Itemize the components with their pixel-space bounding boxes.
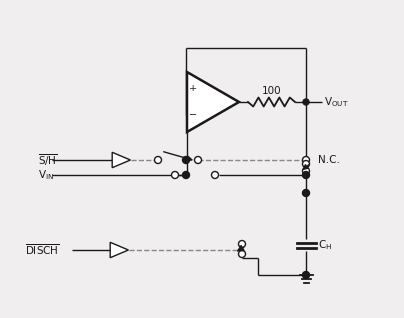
Circle shape <box>183 171 189 178</box>
Circle shape <box>303 168 309 175</box>
Text: C$_{\mathrm{H}}$: C$_{\mathrm{H}}$ <box>318 238 332 252</box>
Polygon shape <box>110 242 128 258</box>
Circle shape <box>303 272 309 279</box>
Text: $\overline{\mathrm{S/H}}$: $\overline{\mathrm{S/H}}$ <box>38 152 58 168</box>
Circle shape <box>303 99 309 105</box>
Circle shape <box>194 156 202 163</box>
Circle shape <box>303 171 309 178</box>
Circle shape <box>183 156 189 163</box>
Circle shape <box>303 190 309 197</box>
Circle shape <box>238 251 246 258</box>
Polygon shape <box>187 72 239 132</box>
Text: $\overline{\mathrm{DISCH}}$: $\overline{\mathrm{DISCH}}$ <box>25 243 60 257</box>
Circle shape <box>154 156 162 163</box>
Text: 100: 100 <box>262 86 281 96</box>
Circle shape <box>212 171 219 178</box>
Circle shape <box>303 156 309 163</box>
Circle shape <box>303 161 309 168</box>
Circle shape <box>172 171 179 178</box>
Text: +: + <box>189 84 198 93</box>
Text: V$_{\mathrm{IN}}$: V$_{\mathrm{IN}}$ <box>38 168 54 182</box>
Polygon shape <box>112 152 130 168</box>
Text: −: − <box>189 111 197 120</box>
Circle shape <box>238 240 246 247</box>
Text: V$_{\mathrm{OUT}}$: V$_{\mathrm{OUT}}$ <box>324 95 349 109</box>
Text: N.C.: N.C. <box>318 155 340 165</box>
